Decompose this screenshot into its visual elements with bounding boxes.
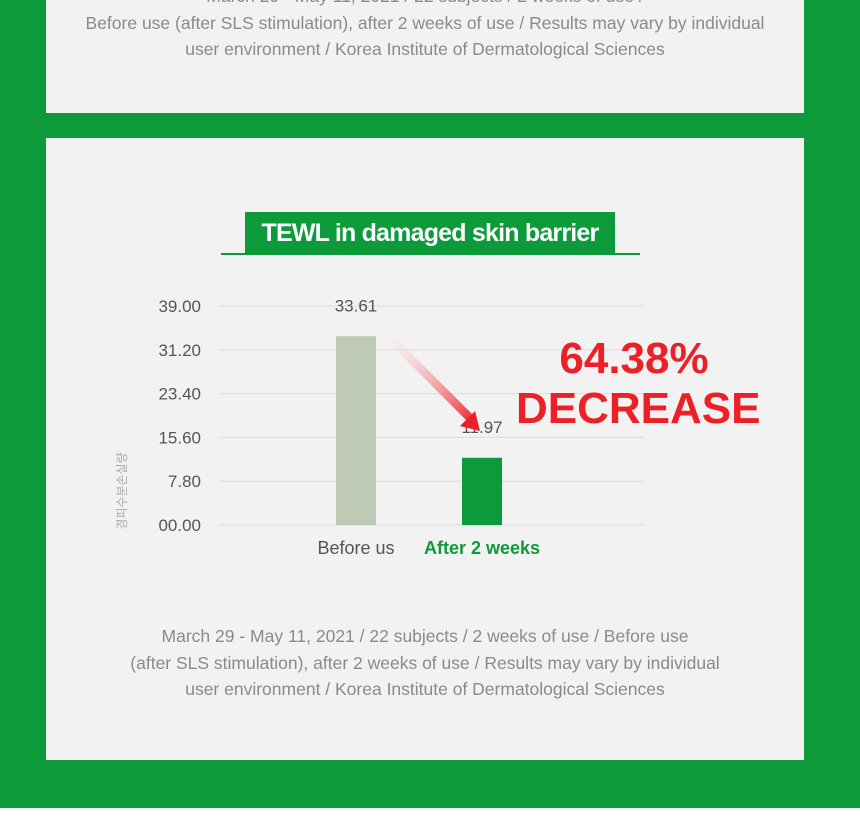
top-caption-line-3: user environment / Korea Institute of De… [185, 39, 665, 59]
bar-value-label: 33.61 [335, 296, 378, 315]
decrease-arrow-shaft [379, 328, 476, 423]
y-tick-label: 39.00 [158, 297, 201, 316]
top-caption-line-2: Before use (after SLS stimulation), afte… [85, 12, 765, 33]
top-caption-line-1: March 29 - May 11, 2021 / 22 subjects / … [46, 0, 804, 10]
chart-title: TEWL in damaged skin barrier [245, 212, 615, 254]
study-caption: March 29 - May 11, 2021 / 22 subjects / … [46, 623, 804, 703]
caption-line-2: (after SLS stimulation), after 2 weeks o… [130, 652, 720, 673]
y-tick-label: 31.20 [158, 341, 201, 360]
bottom-strip [0, 808, 860, 829]
title-underline [221, 253, 640, 255]
bar [336, 336, 376, 525]
y-axis-label: 경피수분손실량 [115, 452, 129, 529]
decrease-percent: 64.38% [559, 334, 709, 383]
category-label: Before us [317, 538, 394, 558]
y-tick-label: 23.40 [158, 385, 201, 404]
top-caption: March 29 - May 11, 2021 / 22 subjects / … [46, 0, 804, 63]
y-tick-label: 15.60 [158, 428, 201, 447]
top-panel: March 29 - May 11, 2021 / 22 subjects / … [46, 0, 804, 113]
decrease-word: DECREASE [516, 384, 761, 433]
decrease-arrow [379, 328, 480, 431]
caption-line-3: user environment / Korea Institute of De… [185, 679, 665, 699]
chart-panel: TEWL in damaged skin barrier 00.00 7.80 15… [46, 138, 804, 760]
y-tick-label: 7.80 [168, 472, 201, 491]
decrease-callout: 64.38% DECREASE [516, 334, 761, 434]
decrease-arrow-head [460, 411, 480, 431]
category-label: After 2 weeks [424, 538, 540, 558]
y-tick-label: 00.00 [158, 516, 201, 535]
caption-line-1: March 29 - May 11, 2021 / 22 subjects / … [161, 626, 689, 646]
bar [462, 457, 502, 525]
